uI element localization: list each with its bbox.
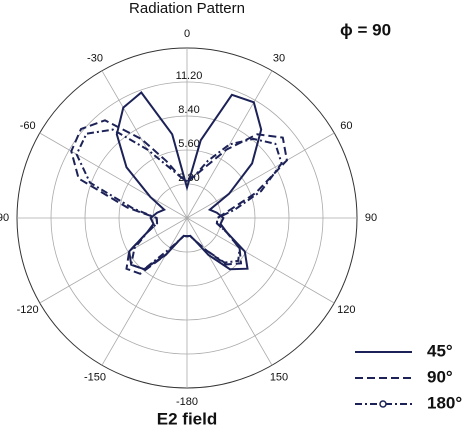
theta-tick-label: 30	[273, 53, 285, 65]
annotation: ϕ = 90	[340, 20, 391, 39]
x-label: E2 field	[157, 409, 217, 428]
theta-tick-label: 120	[337, 304, 355, 316]
grid-spoke	[186, 217, 335, 304]
theta-tick-label: -60	[20, 120, 36, 132]
series-line	[115, 91, 263, 271]
theta-tick-label: 150	[270, 371, 288, 383]
r-tick-label: 11.20	[176, 70, 203, 82]
grid-spoke	[186, 217, 273, 366]
r-tick-label: 5.60	[178, 138, 199, 150]
grid-spoke	[101, 70, 188, 219]
grid-spoke	[186, 132, 335, 219]
theta-tick-label: 90	[0, 212, 9, 224]
theta-tick-label: -180	[176, 396, 198, 408]
r-tick-label: 8.40	[178, 104, 199, 116]
chart-title: Radiation Pattern	[129, 0, 245, 17]
grid-spoke	[101, 217, 188, 366]
theta-tick-label: -150	[84, 371, 106, 383]
series-line	[75, 128, 283, 271]
grid-spoke	[186, 70, 273, 219]
theta-tick-label: 90	[365, 212, 377, 224]
theta-tick-label: -30	[87, 53, 103, 65]
theta-tick-label: 0	[184, 28, 190, 40]
legend-marker	[379, 400, 387, 408]
grid-spoke	[39, 217, 188, 304]
legend-label: 90°	[427, 367, 453, 386]
theta-tick-label: 60	[340, 120, 352, 132]
grid-spoke	[39, 132, 188, 219]
legend-label: 45°	[427, 341, 453, 360]
theta-tick-label: -120	[17, 304, 39, 316]
legend-label: 180°	[427, 393, 462, 412]
